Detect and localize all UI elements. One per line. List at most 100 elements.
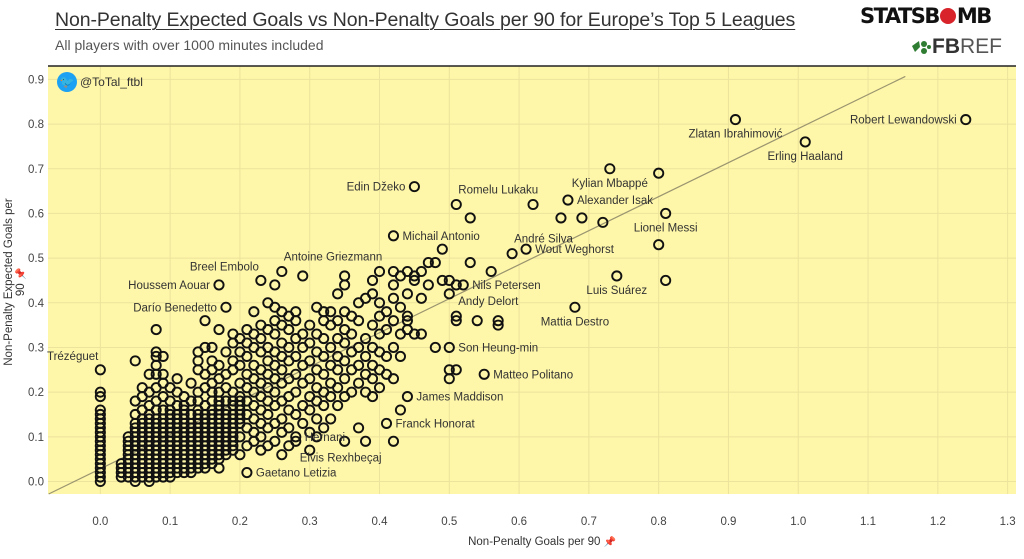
data-point xyxy=(450,364,462,376)
y-axis-title: Non-Penalty Expected Goals per 90📌 xyxy=(3,192,27,372)
player-label: Trézéguet xyxy=(47,351,99,363)
chart-subtitle: All players with over 1000 minutes inclu… xyxy=(55,37,324,53)
data-point xyxy=(332,382,344,394)
y-tick-label: 0.1 xyxy=(28,432,44,444)
data-point xyxy=(276,449,288,461)
data-point xyxy=(94,404,106,416)
fbref-logo: FB REF xyxy=(910,35,1002,59)
data-point xyxy=(346,386,358,398)
player-label: Nils Petersen xyxy=(472,280,540,292)
data-point xyxy=(332,315,344,327)
data-point xyxy=(415,265,427,278)
data-point xyxy=(527,198,539,211)
data-point xyxy=(255,332,267,345)
data-point xyxy=(318,422,330,434)
y-tick-label: 0.6 xyxy=(28,208,44,220)
data-point xyxy=(359,332,372,345)
player-label: Alexander Isak xyxy=(577,195,653,207)
player-label: Breel Embolo xyxy=(190,261,259,273)
x-axis-ticks: 0.0 0.1 0.2 0.3 0.4 0.5 0.6 0.7 0.8 0.9 1.0 1.1 1.2 1… xyxy=(92,516,1015,528)
data-point-labeled xyxy=(290,431,302,443)
data-point xyxy=(443,288,455,300)
data-point-labeled xyxy=(408,181,420,193)
data-point xyxy=(387,279,400,291)
data-point xyxy=(325,306,337,318)
player-label: Son Heung-min xyxy=(458,342,538,354)
data-point xyxy=(318,399,330,412)
data-point xyxy=(408,274,420,286)
x-axis-title-text: Non-Penalty Goals per 90 xyxy=(468,536,601,548)
data-point-labeled xyxy=(799,136,811,148)
data-point-labeled xyxy=(380,417,393,429)
data-point-labeled xyxy=(604,163,616,175)
data-point xyxy=(234,359,246,371)
data-point xyxy=(234,449,246,461)
data-point xyxy=(387,315,400,327)
y-tick-label: 0.8 xyxy=(28,119,44,131)
data-point xyxy=(234,395,246,407)
data-point xyxy=(401,315,413,327)
data-point xyxy=(94,391,106,403)
data-point-labeled xyxy=(457,279,469,291)
data-point xyxy=(380,306,393,318)
data-point xyxy=(436,243,448,255)
data-point xyxy=(660,274,672,286)
y-tick-label: 0.0 xyxy=(28,476,44,488)
data-point xyxy=(157,350,169,362)
data-point xyxy=(380,324,393,336)
trend-line xyxy=(48,75,906,495)
y-tick-label: 0.3 xyxy=(28,342,44,354)
data-point xyxy=(290,306,302,318)
data-point xyxy=(492,319,504,331)
player-label: Michail Antonio xyxy=(402,231,479,243)
twitter-handle-text: @ToTal_ftbl xyxy=(80,75,143,89)
data-point xyxy=(339,355,351,367)
data-point xyxy=(429,341,441,354)
data-point xyxy=(576,212,588,224)
data-point xyxy=(318,368,330,380)
data-point xyxy=(443,364,455,376)
data-point xyxy=(283,324,295,336)
data-point xyxy=(304,444,316,456)
y-tick-label: 0.7 xyxy=(28,164,44,176)
data-point xyxy=(415,292,427,304)
fbref-logo-ref: REF xyxy=(960,35,1002,58)
data-point xyxy=(304,404,316,416)
x-tick-label: 0.9 xyxy=(720,516,736,528)
x-axis-title: Non-Penalty Goals per 90 📌 xyxy=(0,536,1024,548)
data-point xyxy=(311,431,323,443)
y-tick-label: 0.4 xyxy=(28,298,45,310)
y-tick-label: 0.2 xyxy=(28,387,44,399)
data-point xyxy=(213,359,225,371)
data-point xyxy=(464,257,476,269)
statsbomb-logo-text-a: STATSB xyxy=(860,4,940,28)
data-point xyxy=(485,265,497,278)
data-point xyxy=(325,341,337,354)
data-point xyxy=(150,324,162,336)
data-point xyxy=(387,373,400,385)
x-tick-label: 1.1 xyxy=(860,516,876,528)
data-point-labeled xyxy=(276,265,288,278)
x-tick-label: 0.4 xyxy=(372,516,389,528)
player-label: Andy Delort xyxy=(458,296,519,308)
data-point xyxy=(332,288,344,300)
x-tick-label: 0.5 xyxy=(441,516,457,528)
data-point xyxy=(269,435,281,447)
player-label: Zlatan Ibrahimović xyxy=(688,129,782,141)
data-point-labeled xyxy=(94,364,106,376)
data-point xyxy=(297,417,309,429)
data-point-labeled xyxy=(478,368,490,380)
data-point xyxy=(353,341,365,354)
statsbomb-logo: STATSB MB xyxy=(860,4,992,28)
data-point xyxy=(171,373,183,385)
data-point xyxy=(255,431,267,443)
x-tick-label: 0.7 xyxy=(581,516,597,528)
x-tick-label: 1.3 xyxy=(1000,516,1016,528)
data-point-labeled xyxy=(241,467,253,479)
data-point xyxy=(380,350,393,362)
data-point xyxy=(394,404,406,416)
data-point-labeled xyxy=(255,274,267,286)
data-point xyxy=(325,413,337,425)
data-point xyxy=(276,413,288,425)
pin-icon: 📌 xyxy=(603,537,616,548)
